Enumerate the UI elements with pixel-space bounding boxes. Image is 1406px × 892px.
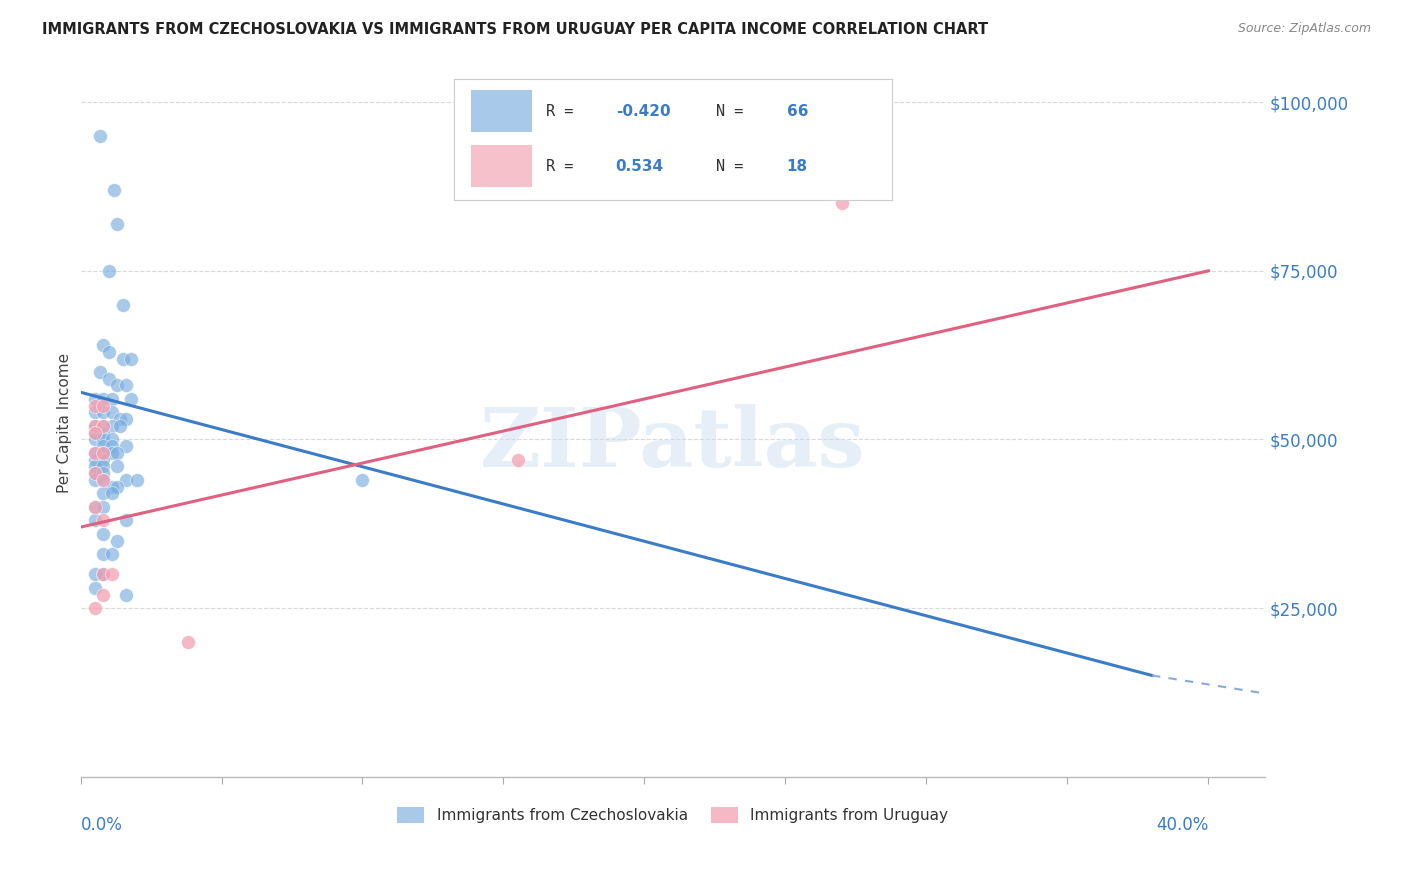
Point [91, 405, 114, 419]
Point [103, 183, 125, 197]
Point [105, 217, 128, 231]
Point [83, 399, 105, 413]
Point [114, 439, 136, 453]
Point [83, 405, 105, 419]
Point [111, 297, 134, 311]
Point [91, 500, 114, 514]
Point [91, 459, 114, 474]
Point [100, 446, 122, 460]
Point [83, 500, 105, 514]
Text: 40.0%: 40.0% [1156, 815, 1208, 833]
Point [83, 513, 105, 527]
Point [91, 567, 114, 582]
Point [114, 513, 136, 527]
Text: 0.0%: 0.0% [80, 815, 122, 833]
Legend: Immigrants from Czechoslovakia, Immigrants from Uruguay: Immigrants from Czechoslovakia, Immigran… [391, 801, 955, 830]
Point [97, 264, 120, 278]
Point [91, 392, 114, 406]
Point [100, 405, 122, 419]
Point [91, 466, 114, 480]
Point [114, 378, 136, 392]
Point [91, 419, 114, 434]
Point [91, 473, 114, 487]
Point [100, 419, 122, 434]
Point [91, 547, 114, 561]
Point [114, 412, 136, 426]
Point [91, 439, 114, 453]
Point [105, 446, 128, 460]
Point [114, 473, 136, 487]
Point [91, 588, 114, 602]
Point [83, 452, 105, 467]
Text: IMMIGRANTS FROM CZECHOSLOVAKIA VS IMMIGRANTS FROM URUGUAY PER CAPITA INCOME CORR: IMMIGRANTS FROM CZECHOSLOVAKIA VS IMMIGR… [42, 22, 988, 37]
Point [100, 567, 122, 582]
Point [120, 392, 142, 406]
Point [83, 433, 105, 447]
Point [89, 365, 111, 379]
Point [111, 351, 134, 366]
Point [91, 513, 114, 527]
Point [108, 419, 131, 434]
Point [83, 392, 105, 406]
Point [83, 425, 105, 440]
Point [506, 452, 529, 467]
Point [91, 338, 114, 352]
Point [91, 446, 114, 460]
Point [105, 378, 128, 392]
Point [83, 419, 105, 434]
Text: Source: ZipAtlas.com: Source: ZipAtlas.com [1237, 22, 1371, 36]
Point [91, 419, 114, 434]
Point [83, 500, 105, 514]
Point [83, 459, 105, 474]
Point [100, 547, 122, 561]
Point [91, 526, 114, 541]
Point [91, 425, 114, 440]
Point [83, 419, 105, 434]
Point [831, 196, 853, 211]
Point [83, 466, 105, 480]
Point [108, 412, 131, 426]
Point [352, 473, 374, 487]
Y-axis label: Per Capita Income: Per Capita Income [58, 352, 72, 492]
Point [91, 452, 114, 467]
Point [97, 344, 120, 359]
Point [100, 433, 122, 447]
Point [91, 399, 114, 413]
Text: ZIPatlas: ZIPatlas [479, 404, 866, 483]
Point [83, 581, 105, 595]
Point [89, 128, 111, 143]
Point [91, 473, 114, 487]
Point [105, 533, 128, 548]
Point [83, 601, 105, 615]
Point [100, 486, 122, 500]
Point [125, 473, 148, 487]
Point [97, 372, 120, 386]
Point [105, 480, 128, 494]
Point [114, 588, 136, 602]
Point [120, 351, 142, 366]
Point [100, 439, 122, 453]
Point [83, 567, 105, 582]
Point [91, 567, 114, 582]
Point [83, 446, 105, 460]
Point [83, 473, 105, 487]
Point [176, 634, 198, 648]
Point [83, 446, 105, 460]
Point [83, 425, 105, 440]
Point [100, 480, 122, 494]
Point [105, 459, 128, 474]
Point [91, 486, 114, 500]
Point [83, 466, 105, 480]
Point [91, 446, 114, 460]
Point [100, 392, 122, 406]
Point [91, 433, 114, 447]
